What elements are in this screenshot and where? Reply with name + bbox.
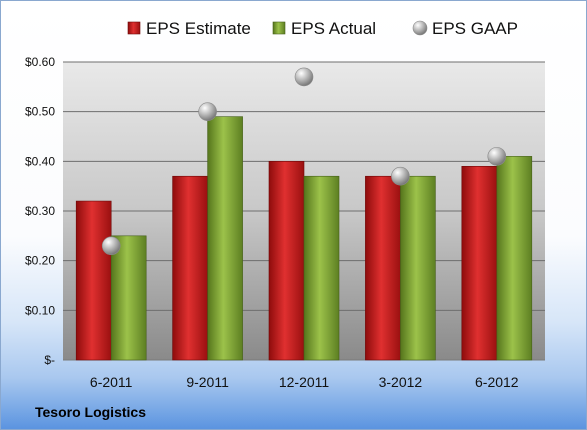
bar-eps-estimate <box>461 166 498 361</box>
x-category-label: 9-2011 <box>186 374 229 390</box>
x-axis: 6-2011 9-2011 12-2011 3-2012 6-2012 <box>90 374 519 390</box>
gaap-points <box>101 67 507 256</box>
y-tick-label: $0.20 <box>25 254 55 268</box>
legend-swatch <box>272 21 286 35</box>
point-eps-gaap <box>101 236 121 256</box>
bar-eps-estimate <box>365 175 401 361</box>
legend-label: EPS Actual <box>291 19 376 38</box>
bar-eps-actual <box>496 156 533 361</box>
point-eps-gaap <box>391 166 410 186</box>
point-eps-gaap <box>487 147 507 166</box>
company-name: Tesoro Logistics <box>35 404 146 420</box>
y-tick-label: $- <box>44 353 55 367</box>
legend-swatch <box>412 20 428 36</box>
bar-eps-actual <box>110 235 147 361</box>
bar-eps-estimate <box>75 200 112 361</box>
x-category-label: 3-2012 <box>379 374 423 390</box>
bar-eps-actual <box>303 175 340 361</box>
y-tick-label: $0.60 <box>25 55 55 69</box>
y-tick-label: $0.40 <box>25 154 55 168</box>
bar-eps-actual <box>400 175 436 361</box>
x-category-label: 6-2011 <box>90 374 133 390</box>
bar-eps-estimate <box>268 161 305 361</box>
legend-swatch <box>127 21 141 35</box>
y-tick-label: $0.50 <box>25 105 55 119</box>
x-category-label: 12-2011 <box>279 374 330 390</box>
bar-eps-estimate <box>172 175 208 361</box>
point-eps-gaap <box>294 67 314 87</box>
legend: EPS Estimate EPS Actual EPS GAAP <box>127 19 518 38</box>
legend-label: EPS GAAP <box>432 19 518 38</box>
x-category-label: 6-2012 <box>475 374 519 390</box>
y-tick-label: $0.10 <box>25 303 55 317</box>
bar-eps-actual <box>207 116 243 361</box>
bars <box>75 116 533 361</box>
y-tick-label: $0.30 <box>25 204 55 218</box>
point-eps-gaap <box>198 102 217 121</box>
legend-label: EPS Estimate <box>146 19 251 38</box>
y-axis: $- $0.10 $0.20 $0.30 $0.40 $0.50 $0.60 <box>25 55 55 367</box>
